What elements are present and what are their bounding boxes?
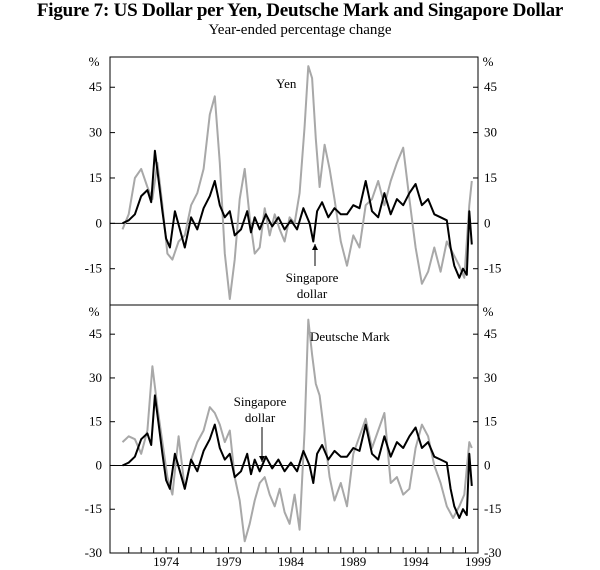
bottom-ytick-label-right: 30	[484, 370, 497, 385]
top-ytick-label-right: 0	[484, 215, 491, 230]
top-ytick-label-left: 30	[89, 125, 102, 140]
top-ytick-label-right: -15	[484, 261, 501, 276]
bottom-ytick-label-right: -30	[484, 545, 501, 560]
bottom-ytick-label-left: 30	[89, 370, 102, 385]
bottom-ytick-label-left: 15	[89, 414, 102, 429]
top-ylabel-left: %	[89, 54, 100, 69]
bottom-panel: % % -30 -30 -15 -15 0 0 15 15 30 30 45 45 1974 1979 1984…	[85, 304, 502, 569]
bottom-ylabel-left: %	[89, 304, 100, 319]
x-tick-label: 1999	[465, 554, 491, 569]
yen-series-line	[121, 65, 473, 300]
bottom-ytick-label-left: -15	[85, 501, 102, 516]
top-annotation: Yen	[276, 76, 297, 91]
x-tick-label: 1979	[216, 554, 242, 569]
bottom-ytick-label-right: -15	[484, 501, 501, 516]
bottom-ytick-label-right: 15	[484, 414, 497, 429]
bottom-ytick-label-left: -30	[85, 545, 102, 560]
top-annotation: dollar	[297, 286, 328, 301]
top-ytick-label-right: 45	[484, 79, 497, 94]
x-tick-label: 1984	[278, 554, 305, 569]
bottom-ytick-label-left: 45	[89, 326, 102, 341]
top-ytick-label-left: 45	[89, 79, 102, 94]
top-ytick-label-left: 15	[89, 170, 102, 185]
top-frame	[109, 56, 479, 306]
top-ylabel-right: %	[483, 54, 494, 69]
deutsche-mark-series-line	[121, 318, 473, 543]
top-ytick-label-right: 15	[484, 170, 497, 185]
figure-subtitle: Year-ended percentage change	[208, 22, 392, 38]
x-tick-label: 1989	[340, 554, 366, 569]
bottom-frame	[109, 304, 479, 554]
bottom-annotation: Singapore	[234, 394, 287, 409]
x-tick-label: 1974	[153, 554, 180, 569]
top-ytick-label-right: 30	[484, 125, 497, 140]
top-ytick-label-left: -15	[85, 261, 102, 276]
bottom-annotation: Deutsche Mark	[310, 329, 390, 344]
bottom-annotation: dollar	[245, 410, 276, 425]
bottom-annotation-arrowhead	[259, 456, 265, 462]
bottom-ylabel-right: %	[483, 304, 494, 319]
bottom-ytick-label-right: 0	[484, 457, 491, 472]
top-annotation: Singapore	[286, 270, 339, 285]
figure-title: Figure 7: US Dollar per Yen, Deutsche Ma…	[36, 0, 564, 21]
singapore-dollar-series-line	[122, 149, 473, 279]
bottom-ytick-label-left: 0	[96, 457, 103, 472]
x-tick-label: 1994	[403, 554, 430, 569]
top-annotation-arrowhead	[312, 244, 318, 250]
top-ytick-label-left: 0	[96, 215, 103, 230]
singapore-dollar-series-line	[122, 394, 473, 519]
bottom-ytick-label-right: 45	[484, 326, 497, 341]
